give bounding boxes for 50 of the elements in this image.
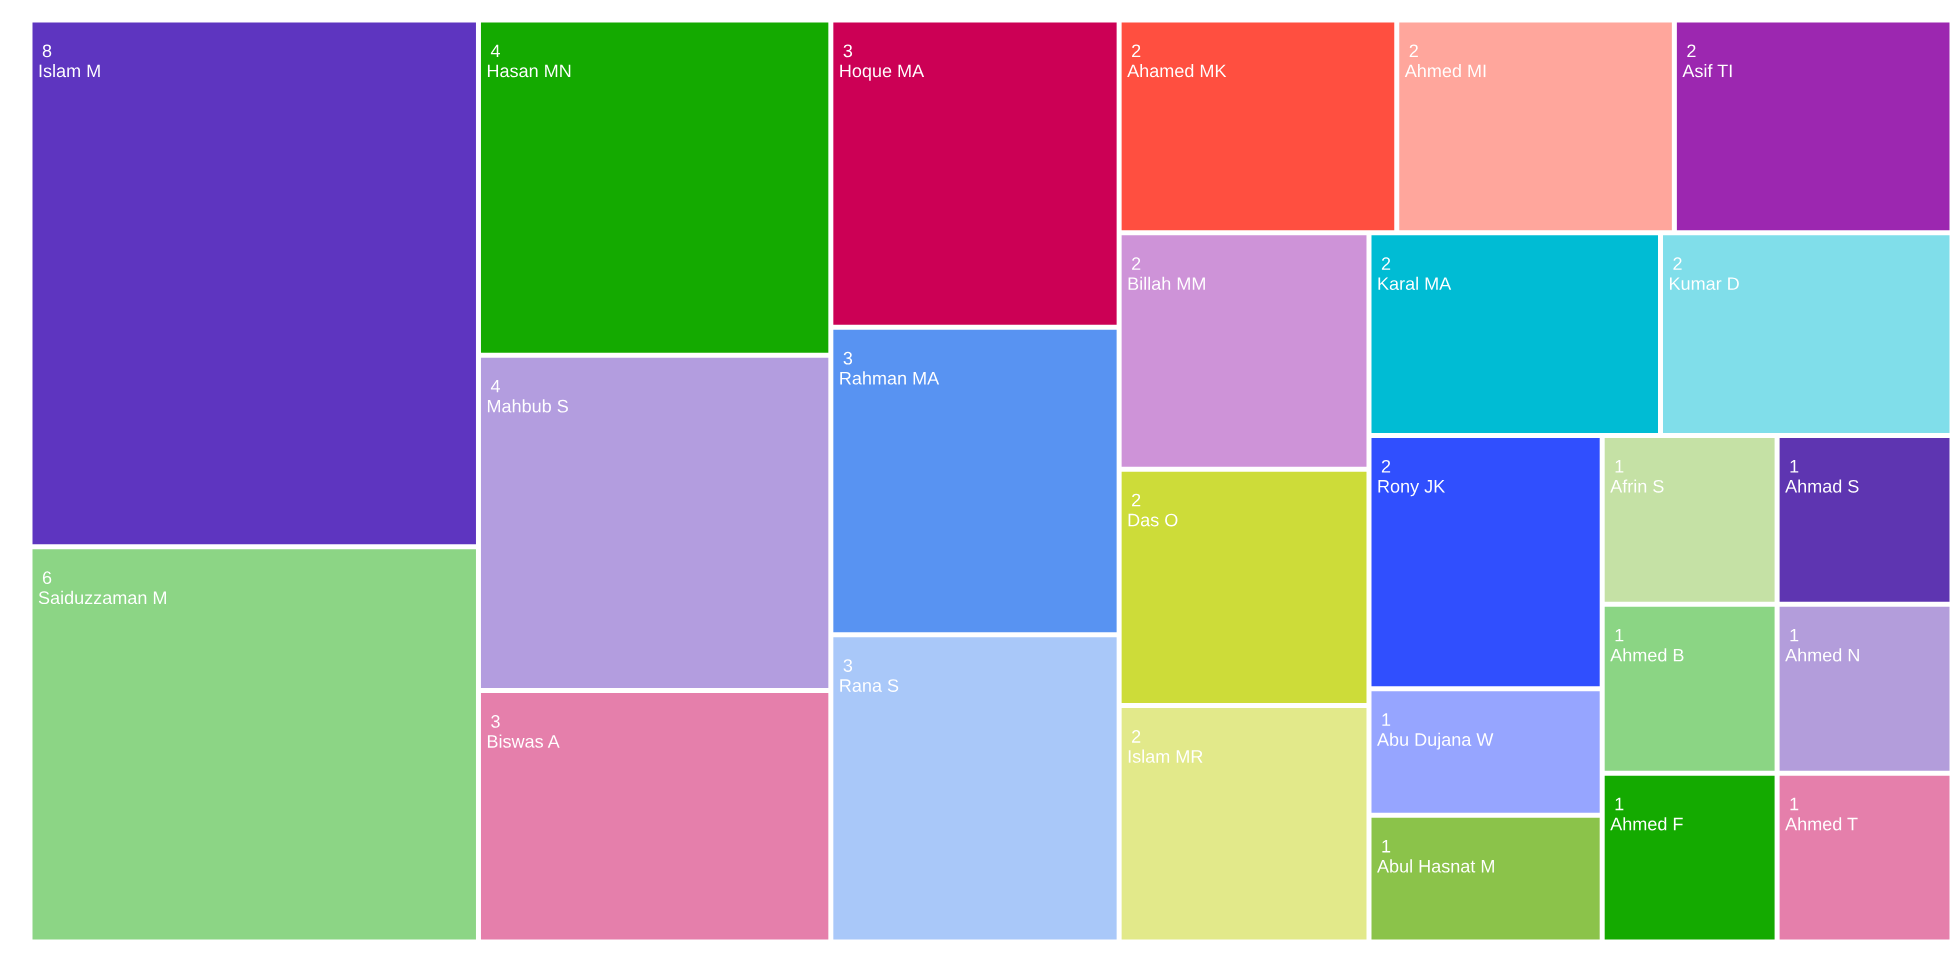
data-label: 4 — [490, 379, 500, 393]
data-label: 1 — [1615, 460, 1624, 473]
category-label: Abul Hasnat M — [1377, 859, 1494, 873]
data-label: 8 — [42, 44, 52, 58]
data-label: 3 — [843, 351, 853, 365]
data-label: 2 — [1673, 257, 1682, 270]
category-label: Islam M — [39, 64, 100, 78]
category-label: Hasan MN — [487, 64, 571, 78]
data-label: 1 — [1790, 460, 1799, 473]
data-label: 1 — [1790, 628, 1799, 642]
category-label: Ahmed B — [1610, 648, 1684, 662]
category-label: Asif TI — [1682, 64, 1732, 78]
data-label: 1 — [1382, 840, 1391, 853]
category-label: Hoque MA — [840, 64, 925, 81]
data-label: 2 — [1409, 44, 1418, 58]
category-label: Karal MA — [1378, 276, 1452, 291]
category-label: Islam MR — [1128, 749, 1203, 763]
data-label: 2 — [1132, 730, 1141, 743]
data-label: 2 — [1132, 493, 1141, 507]
category-label: Ahmed N — [1785, 648, 1859, 662]
data-label: 2 — [1132, 257, 1141, 270]
data-label: 6 — [42, 571, 52, 585]
category-label: Rana S — [840, 679, 899, 692]
category-label: Das O — [1128, 513, 1178, 527]
category-label: Ahmad S — [1785, 479, 1859, 493]
data-label: 1 — [1615, 628, 1624, 642]
category-label: Rony JK — [1378, 480, 1446, 497]
data-label: 2 — [1381, 459, 1391, 473]
category-label: Mahbub S — [487, 399, 568, 413]
category-label: Saiduzzaman M — [38, 590, 166, 605]
data-label: 2 — [1687, 44, 1696, 58]
data-label: 2 — [1132, 44, 1141, 58]
data-label: 3 — [843, 659, 853, 672]
data-label: 1 — [1382, 713, 1391, 726]
category-label: Rahman MA — [840, 371, 940, 385]
data-label: 1 — [1615, 797, 1624, 811]
category-label: Ahmed F — [1610, 817, 1683, 831]
category-label: Ahmed T — [1785, 817, 1858, 831]
data-label: 3 — [491, 715, 500, 728]
category-label: Kumar D — [1669, 277, 1739, 291]
data-label: 3 — [843, 44, 853, 58]
category-label: Abu Dujana W — [1377, 732, 1494, 750]
data-label: 4 — [490, 44, 500, 58]
category-label: Ahamed MK — [1127, 64, 1227, 78]
category-label: Afrin S — [1610, 479, 1664, 493]
category-label: Biswas A — [487, 734, 560, 748]
category-label: Ahmed MI — [1404, 64, 1486, 78]
category-label: Billah MM — [1128, 276, 1205, 291]
data-label: 1 — [1790, 797, 1799, 811]
data-label: 2 — [1381, 257, 1391, 270]
